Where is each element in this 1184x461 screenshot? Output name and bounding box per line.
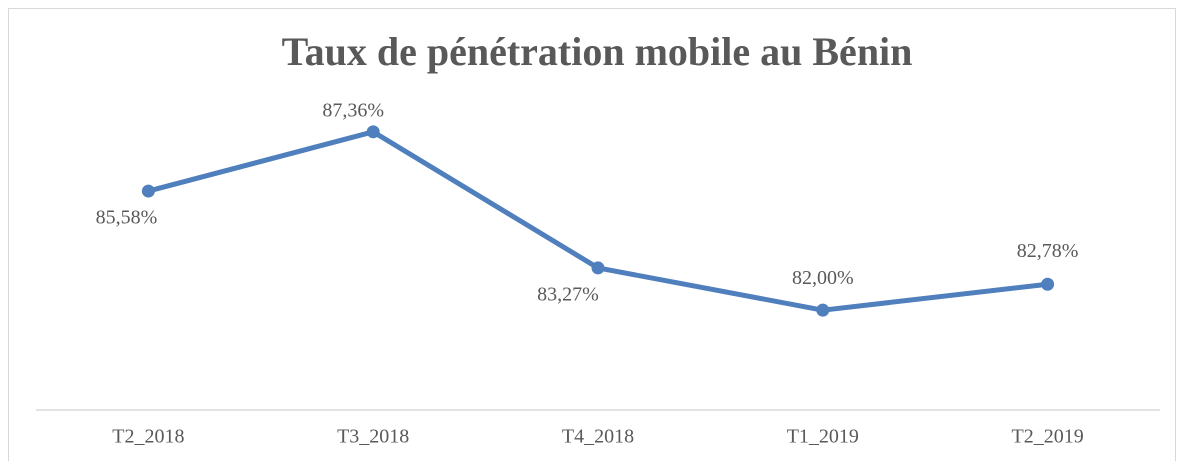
x-tick-label: T2_2018 [112, 426, 184, 448]
chart-title: Taux de pénétration mobile au Bénin [282, 29, 913, 74]
data-label: 82,78% [1017, 240, 1079, 262]
data-point [591, 261, 605, 275]
data-label: 85,58% [96, 207, 158, 229]
data-label: 83,27% [537, 284, 599, 306]
chart-frame [8, 8, 1176, 461]
x-tick-label: T4_2018 [562, 426, 634, 448]
x-tick-label: T3_2018 [337, 426, 409, 448]
x-tick-label: T2_2019 [1011, 426, 1083, 448]
data-label: 82,00% [792, 267, 854, 289]
data-point [816, 303, 830, 317]
data-point [141, 184, 155, 198]
data-point [1041, 277, 1055, 291]
x-tick-label: T1_2019 [787, 426, 859, 448]
data-label: 87,36% [322, 99, 384, 121]
data-point [366, 125, 380, 139]
